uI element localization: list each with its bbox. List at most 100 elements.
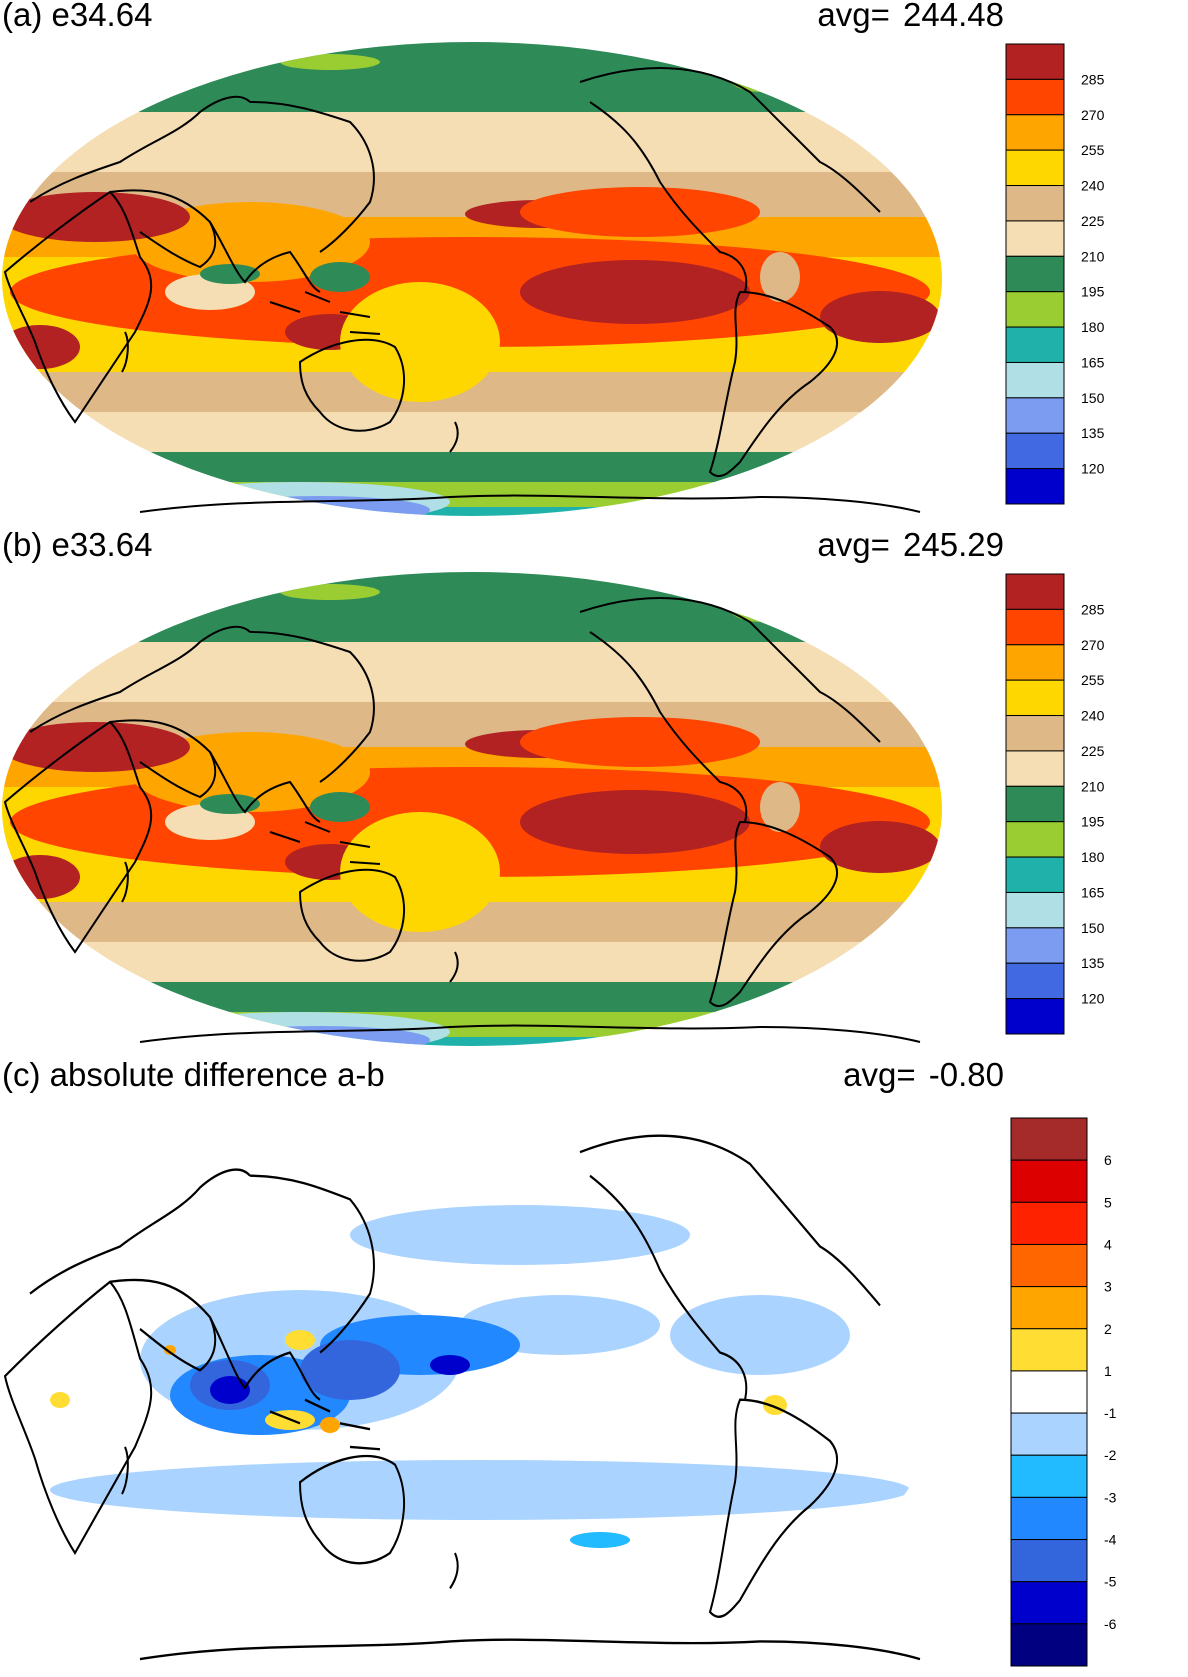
colorbar-box (1010, 1412, 1088, 1456)
panel-a-colorbar: 285 270 255 240 225 210 195 180 165 150 135 120 (1005, 43, 1105, 505)
coastline (29, 1168, 251, 1295)
panel-c-avg: avg= -0.80 (843, 1056, 1004, 1093)
coastline (269, 1398, 381, 1451)
field-band (2, 482, 942, 507)
coastline (139, 1638, 921, 1661)
coastline (579, 67, 881, 213)
colorbar-box (1005, 679, 1065, 717)
coastline (449, 1552, 459, 1590)
colorbar-tick-label: -1 (1104, 1405, 1117, 1421)
coastlines (3, 67, 921, 513)
colorbar-box (1010, 1243, 1088, 1288)
colorbar-tick-label: 165 (1081, 354, 1105, 370)
field-region (164, 1345, 176, 1355)
colorbar-box (1005, 114, 1065, 151)
colorbar-box (1005, 149, 1065, 187)
coastline (589, 631, 748, 823)
field-band (2, 507, 942, 516)
field-region (820, 291, 940, 343)
field-region (760, 252, 800, 302)
field-band (2, 452, 942, 482)
coastline (121, 1446, 129, 1495)
colorbar-box (1005, 185, 1065, 222)
panel-c-colorbar: 6 5 4 3 2 1 -1 -2 -3 -4 -5 -6 (1010, 1117, 1117, 1667)
field-band (2, 1012, 942, 1037)
field-band (2, 572, 942, 642)
field-band (2, 642, 942, 702)
field-region (200, 264, 260, 284)
field-region (285, 1330, 315, 1350)
coastline (139, 494, 921, 513)
field-region (40, 1121, 200, 1149)
colorbar-tick-label: 285 (1081, 71, 1105, 87)
colorbar-tick-label: 165 (1081, 884, 1105, 900)
colorbar-tick-label: 210 (1081, 778, 1105, 794)
field-region (310, 262, 370, 292)
coastline (3, 720, 153, 954)
colorbar-tick-label: 255 (1081, 142, 1105, 158)
colorbar-box (1005, 468, 1065, 505)
panel-c-map (2, 1105, 942, 1665)
colorbar-box (1005, 78, 1065, 116)
field-region (260, 506, 360, 516)
colorbar-box (1005, 573, 1065, 610)
colorbar-tick-label: 3 (1104, 1279, 1112, 1295)
panel-a-map (2, 42, 942, 516)
field-region (2, 722, 190, 772)
colorbar-box (1005, 397, 1065, 434)
field-region (520, 187, 760, 237)
map-field (2, 572, 942, 1046)
coastline (298, 1454, 406, 1565)
field-region (300, 1340, 400, 1400)
colorbar-tick-label: 135 (1081, 955, 1105, 971)
colorbar-box (1005, 220, 1065, 257)
field-region (725, 52, 795, 92)
field-region (210, 1376, 250, 1404)
colorbar-box (1010, 1581, 1088, 1625)
colorbar-tick-label: 270 (1081, 637, 1105, 653)
field-region (520, 260, 750, 324)
field-region (2, 325, 80, 369)
field-band (2, 42, 942, 112)
colorbar-box (1010, 1539, 1088, 1583)
colorbar-tick-label: 270 (1081, 107, 1105, 123)
field-band (2, 1105, 942, 1665)
field-region (340, 812, 500, 932)
coastline (249, 631, 375, 783)
colorbar-box (1005, 608, 1065, 646)
coastline (589, 101, 748, 293)
coastline (3, 1280, 153, 1556)
field-region (260, 1036, 360, 1046)
colorbar-box (1005, 43, 1065, 80)
coastline (109, 719, 217, 799)
colorbar-box (1010, 1286, 1088, 1330)
coastline (3, 190, 153, 424)
colorbar-tick-label: -2 (1104, 1447, 1117, 1463)
colorbar-box (1005, 998, 1065, 1035)
panel-b-avg: avg= 245.29 (817, 526, 1004, 563)
colorbar-box (1005, 856, 1065, 893)
coastline (109, 189, 217, 269)
colorbar-box (1010, 1117, 1088, 1161)
field-band (2, 1037, 942, 1046)
coastline (109, 1278, 217, 1372)
field-region (570, 1532, 630, 1548)
colorbar-box (1005, 715, 1065, 752)
colorbar-box (1010, 1454, 1088, 1498)
field-band (2, 112, 942, 172)
colorbar-box (1005, 432, 1065, 470)
colorbar-tick-label: 1 (1104, 1363, 1112, 1379)
coastline (269, 291, 381, 335)
colorbar-tick-label: 150 (1081, 390, 1105, 406)
colorbar-box (1005, 326, 1065, 363)
coastline (579, 597, 881, 743)
coastline (708, 820, 839, 1008)
field-region (320, 1417, 340, 1433)
field-region (50, 1392, 70, 1408)
colorbar-tick-label: 195 (1081, 814, 1105, 830)
field-region (2, 855, 80, 899)
panel-c: (c) absolute difference a-b avg= -0.80 6… (0, 1056, 1188, 1670)
colorbar-tick-label: 150 (1081, 920, 1105, 936)
panel-b-map (2, 572, 942, 1046)
coastline (249, 101, 375, 253)
